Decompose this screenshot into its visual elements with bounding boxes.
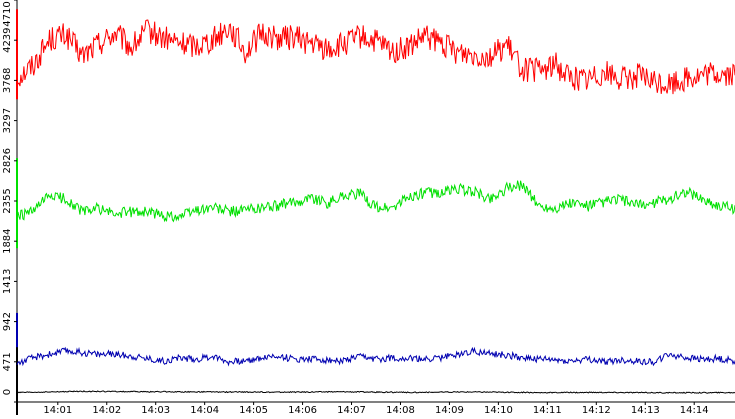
x-tick-label: 14:07 xyxy=(337,405,366,415)
x-tick-label: 14:10 xyxy=(484,405,513,415)
y-tick-label: 3297 xyxy=(2,108,13,133)
series-line xyxy=(16,346,735,367)
y-tick-label: 471 xyxy=(2,352,13,371)
x-tick-label: 14:12 xyxy=(582,405,611,415)
x-tick-label: 14:01 xyxy=(43,405,72,415)
x-tick-label: 14:04 xyxy=(190,405,219,415)
series-line xyxy=(17,390,735,394)
y-tick-label: 3768 xyxy=(2,68,13,93)
x-tick-label: 14:03 xyxy=(141,405,170,415)
y-tick-label: 2826 xyxy=(2,148,13,173)
x-tick-label: 14:13 xyxy=(631,405,660,415)
series-line xyxy=(16,180,735,223)
y-tick-label: 1413 xyxy=(2,269,13,294)
x-tick-label: 14:05 xyxy=(239,405,268,415)
x-tick-label: 14:02 xyxy=(92,405,121,415)
y-tick-label: 942 xyxy=(2,312,13,331)
x-tick-label: 14:14 xyxy=(680,405,709,415)
series-line xyxy=(16,19,735,95)
y-tick-label: 4239 xyxy=(2,27,13,52)
y-tick-label: 0 xyxy=(2,389,13,395)
y-tick-label: 4710 xyxy=(2,1,13,26)
x-tick-label: 14:08 xyxy=(386,405,415,415)
x-tick-label: 14:09 xyxy=(435,405,464,415)
x-tick-label: 14:06 xyxy=(288,405,317,415)
y-tick-label: 2355 xyxy=(2,188,13,213)
x-tick-label: 14:11 xyxy=(533,405,562,415)
y-tick-label: 1884 xyxy=(2,228,13,253)
